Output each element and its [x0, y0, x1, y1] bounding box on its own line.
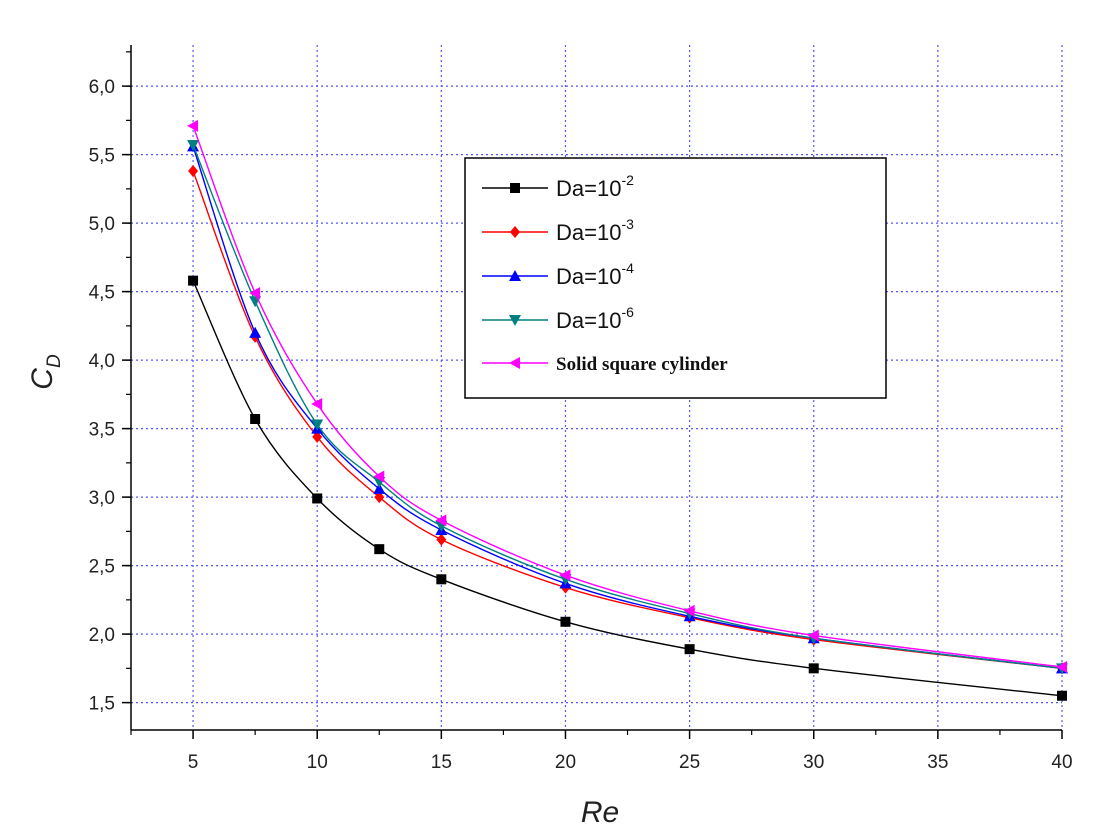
- data-point: [436, 574, 447, 585]
- data-point: [683, 604, 695, 617]
- legend-swatch-marker: [509, 270, 521, 281]
- legend-label-exponent: -4: [621, 260, 634, 276]
- data-point: [559, 569, 571, 582]
- legend-label: Da=10-6: [556, 304, 634, 333]
- x-tick-label: 5: [188, 752, 199, 773]
- data-point: [560, 616, 571, 627]
- legend-label: Da=10-4: [556, 260, 634, 289]
- y-tick-label: 1,5: [89, 694, 115, 715]
- legend-label-exponent: -6: [621, 304, 634, 320]
- series-5: [187, 119, 1067, 673]
- data-point: [684, 644, 695, 655]
- legend-label: Da=10-3: [556, 216, 634, 245]
- data-point: [808, 663, 819, 674]
- x-tick-label: 20: [555, 752, 576, 773]
- data-point: [311, 419, 324, 431]
- data-point: [373, 470, 385, 483]
- data-point: [311, 397, 323, 410]
- legend-entry: Da=10-2: [482, 172, 634, 201]
- data-point: [187, 119, 199, 132]
- data-point: [374, 544, 385, 555]
- data-point: [807, 629, 819, 642]
- data-point: [1056, 660, 1067, 673]
- y-tick-label: 2,0: [89, 625, 115, 646]
- data-point: [373, 482, 386, 494]
- legend-swatch-marker: [509, 315, 521, 326]
- y-tick-label: 3,0: [89, 488, 115, 509]
- series-1: [188, 275, 1067, 701]
- data-point: [312, 493, 323, 504]
- x-tick-label: 35: [927, 752, 948, 773]
- x-tick-label: 25: [679, 752, 700, 773]
- y-axis-title-subscript: D: [44, 354, 65, 368]
- legend-entry: Da=10-3: [482, 216, 634, 245]
- data-point: [1057, 690, 1067, 701]
- legend-swatch-marker: [510, 226, 520, 238]
- legend-entry: Da=10-6: [482, 304, 634, 333]
- x-tick-label: 30: [803, 752, 824, 773]
- y-tick-label: 3,5: [89, 420, 115, 441]
- y-tick-label: 4,5: [89, 283, 115, 304]
- x-axis-title: Re: [581, 796, 619, 829]
- y-tick-label: 5,5: [89, 146, 115, 167]
- legend-label: Solid square cylinder: [556, 354, 728, 375]
- legend-swatch-marker: [509, 357, 520, 369]
- data-point: [312, 430, 323, 443]
- data-point: [249, 286, 261, 299]
- axes: 5 10 15 20 25 30 35 40 1,5 2,0 2,5 3,0 3,5 4,0 4,5 5,0 5…: [89, 45, 1073, 773]
- data-point: [188, 165, 199, 178]
- x-tick-label: 40: [1051, 752, 1072, 773]
- data-point: [436, 533, 447, 546]
- legend-box: [464, 157, 887, 399]
- y-axis-title: CD: [26, 354, 65, 390]
- legend-label-exponent: -3: [621, 216, 634, 232]
- data-point: [188, 275, 199, 286]
- y-axis-title-main: C: [26, 368, 59, 390]
- legend: Da=10-2 Da=10-3 Da=10-4 Da=10-6 Solid square…: [464, 157, 887, 399]
- data-point: [374, 491, 385, 504]
- y-tick-label: 5,0: [89, 214, 115, 235]
- legend-entry: Da=10-4: [482, 260, 634, 289]
- data-point: [249, 326, 262, 338]
- legend-label-exponent: -2: [621, 172, 634, 188]
- y-tick-label: 4,0: [89, 351, 115, 372]
- legend-label: Da=10-2: [556, 172, 634, 201]
- x-tick-label: 10: [307, 752, 328, 773]
- data-point: [187, 140, 200, 152]
- legend-entry: Solid square cylinder: [482, 354, 728, 375]
- y-tick-label: 2,5: [89, 557, 115, 578]
- data-point: [435, 514, 447, 527]
- y-tick-label: 6,0: [89, 77, 115, 98]
- series-lines: [187, 119, 1068, 701]
- svg-text:CD: CD: [26, 354, 65, 390]
- x-tick-label: 15: [431, 752, 452, 773]
- data-point: [250, 414, 261, 425]
- legend-swatch-marker: [510, 183, 520, 193]
